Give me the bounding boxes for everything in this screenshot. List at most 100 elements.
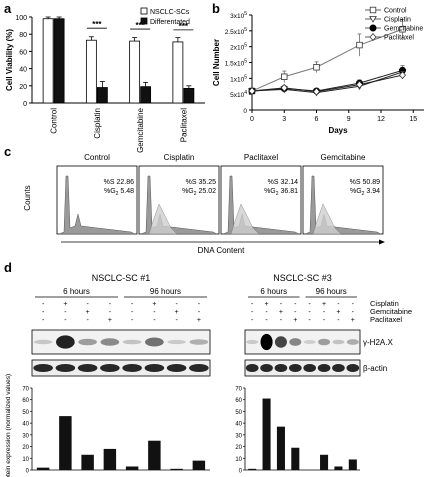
d-h2ax-band	[318, 338, 331, 346]
a-bar	[53, 18, 65, 104]
d-actin-band	[332, 364, 345, 372]
d-y-tick-label: 30	[235, 433, 242, 439]
d-y-tick-label: 70	[235, 387, 242, 393]
d-h2ax-band	[189, 339, 209, 345]
d-h2ax-band	[56, 335, 75, 349]
d-h2ax-band	[246, 339, 259, 345]
d-treatment-label: Paclitaxel	[370, 315, 402, 324]
b-y-tick-label: 5x104	[230, 90, 247, 99]
a-y-tick-label: 0	[23, 101, 27, 108]
d-treatment-mark: -	[86, 301, 89, 308]
d-treatment-mark: +	[351, 317, 355, 324]
c-x-axis-label: DNA Content	[198, 246, 245, 255]
d-treatment-mark: +	[265, 301, 269, 308]
d-treatment-mark: -	[265, 317, 268, 324]
c-g2-subscript: 2	[116, 191, 119, 197]
d-treatment-mark: +	[197, 317, 201, 324]
d-treatment-mark: +	[86, 309, 90, 316]
b-legend-label: Paclitaxel	[384, 35, 414, 42]
d-h2ax-band	[122, 339, 142, 345]
d-actin-band	[33, 364, 53, 372]
d-treatment-mark: +	[336, 309, 340, 316]
b-y-tick-exponent: 5	[244, 27, 247, 33]
a-legend-label: Differentated	[150, 19, 190, 26]
b-y-tick-label: 1.5x105	[225, 59, 248, 68]
d-y-tick-label: 10	[235, 457, 242, 463]
d-treatment-mark: -	[86, 317, 89, 324]
c-histogram	[58, 175, 136, 235]
d-bar	[320, 454, 329, 470]
d-y-tick-label: 40	[235, 422, 242, 428]
b-y-tick-label: 0	[243, 108, 247, 115]
d-treatment-mark: +	[322, 301, 326, 308]
d-h2ax-band	[100, 338, 120, 346]
b-legend-marker	[369, 16, 377, 23]
d-treatment-mark: -	[109, 309, 112, 316]
b-data-point	[281, 73, 288, 80]
d-y-tick-label: 0	[239, 469, 243, 475]
d-y-tick-label: 20	[235, 445, 242, 451]
d-actin-band	[189, 364, 209, 372]
d-y-tick-label: 20	[22, 445, 29, 451]
b-y-tick-label: 3x105	[230, 11, 247, 20]
b-data-point	[399, 26, 406, 33]
d-y-tick-label: 50	[235, 410, 242, 416]
b-y-tick-label: 2x105	[230, 43, 247, 52]
a-bar	[183, 87, 195, 104]
d-bar	[334, 466, 343, 470]
d-h2ax-band	[145, 337, 164, 347]
b-data-point	[355, 80, 364, 89]
d-bar	[276, 426, 285, 470]
d-treatment-mark: -	[309, 301, 312, 308]
a-bar	[172, 41, 184, 104]
d-treatment-mark: -	[153, 317, 156, 324]
d-bar	[348, 459, 357, 470]
d-treatment-mark: -	[309, 317, 312, 324]
d-band-label: γ-H2A.X	[363, 338, 393, 347]
a-bar	[42, 18, 54, 104]
c-g2-subscript: 2	[194, 191, 197, 197]
d-treatment-mark: -	[309, 309, 312, 316]
b-x-tick-label: 6	[315, 116, 319, 123]
d-h2ax-band	[78, 338, 97, 346]
b-x-tick-label: 0	[250, 116, 254, 123]
d-treatment-mark: -	[280, 301, 283, 308]
d-h2ax-band	[33, 339, 53, 345]
d-y-axis-label: Protein expression (normalized values)	[5, 374, 12, 477]
a-legend-label: NSCLC-SCs	[150, 9, 190, 16]
b-y-tick-label: 1x105	[230, 74, 247, 83]
b-y-tick-exponent: 4	[244, 90, 247, 96]
d-time-label: 96 hours	[150, 287, 181, 296]
d-treatment-mark: -	[175, 317, 178, 324]
c-histogram-overlay	[148, 203, 178, 235]
d-treatment-mark: -	[131, 317, 134, 324]
a-significance-label: ***	[179, 22, 189, 31]
d-band-label: β-actin	[363, 364, 387, 373]
d-h2ax-band	[167, 339, 186, 345]
d-treatment-mark: -	[109, 301, 112, 308]
panel-label-b: b	[212, 1, 220, 16]
d-treatment-mark: -	[131, 301, 134, 308]
c-g2-value: 3.94	[364, 188, 380, 195]
panel-c-histograms: Counts Control %S 22.86 %G2 5.48 Cisplatin %S…	[23, 153, 385, 255]
a-bar	[85, 39, 97, 104]
d-treatment-mark: -	[323, 309, 326, 316]
d-blot-title: NSCLC-SC #1	[92, 273, 151, 283]
panel-label-c: c	[4, 144, 11, 159]
d-actin-blot	[31, 359, 211, 377]
c-g2-value: 5.48	[118, 188, 134, 195]
d-treatment-mark: -	[337, 301, 340, 308]
b-legend-label: Cisplatin	[384, 17, 411, 24]
d-y-tick-label: 70	[22, 387, 29, 393]
b-x-axis-label: Days	[328, 126, 348, 135]
d-h2ax-band	[303, 340, 316, 344]
b-data-point	[312, 87, 321, 96]
a-bar	[129, 40, 141, 104]
panel-label-a: a	[4, 1, 12, 16]
a-y-tick-label: 40	[19, 67, 27, 74]
d-treatment-mark: -	[42, 317, 45, 324]
panel-b-line-chart: 0 5x104 1x105 1.5x105 2x105 2.5x105 3x105 0 3 6 9 1…	[212, 6, 424, 135]
b-x-tick-label: 9	[347, 116, 351, 123]
panel-label-d: d	[4, 260, 12, 275]
